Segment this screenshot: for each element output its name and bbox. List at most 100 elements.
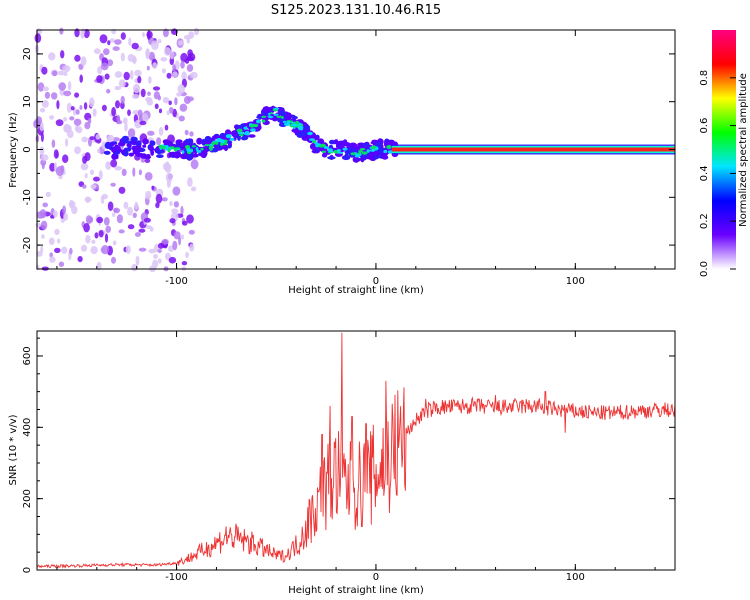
ridge-core: [256, 119, 261, 124]
noise-speck: [127, 224, 135, 230]
noise-speck: [118, 79, 126, 88]
colorbar-tick-label: 0.8: [699, 70, 710, 86]
ridge-blob: [175, 139, 183, 144]
snr-ytick-label: 400: [22, 418, 33, 437]
snr-ytick-label: 0: [22, 567, 33, 573]
noise-speck: [157, 95, 161, 101]
noise-speck: [85, 234, 91, 244]
noise-speck: [114, 39, 122, 45]
ridge-blob: [142, 144, 147, 148]
snr-xlabel: Height of straight line (km): [288, 585, 424, 596]
ridge-blob: [187, 138, 193, 146]
noise-speck: [90, 246, 98, 255]
noise-speck: [147, 130, 155, 136]
ridge-core: [355, 154, 360, 158]
ridge-blob: [191, 153, 199, 158]
noise-speck: [162, 162, 171, 171]
noise-speck: [181, 71, 187, 81]
noise-speck: [110, 159, 118, 168]
ridge-blob: [142, 138, 148, 145]
noise-speck: [98, 230, 104, 238]
ridge-core: [369, 149, 376, 152]
noise-speck: [39, 209, 47, 219]
ridge-blob: [354, 159, 359, 163]
noise-speck: [74, 146, 81, 155]
ridge-core: [295, 121, 299, 125]
ridge-blob: [314, 135, 319, 141]
noise-speck: [36, 251, 43, 257]
noise-speck: [166, 72, 172, 79]
ridge-blob: [173, 151, 181, 159]
noise-speck: [110, 182, 116, 187]
noise-speck: [83, 102, 88, 110]
noise-speck: [146, 65, 150, 71]
noise-speck: [92, 108, 97, 117]
noise-speck: [174, 97, 178, 106]
noise-speck: [129, 69, 134, 80]
noise-speck: [105, 161, 112, 170]
ridge-blob: [134, 145, 141, 150]
snr-ytick-label: 200: [22, 489, 33, 508]
noise-speck: [35, 222, 42, 228]
noise-speck: [34, 33, 42, 43]
noise-speck: [148, 51, 155, 61]
noise-speck: [172, 71, 178, 78]
noise-speck: [149, 226, 154, 232]
noise-speck: [134, 69, 142, 77]
colorbar-gradient: [712, 30, 736, 269]
ridge-core: [253, 123, 259, 128]
noise-speck: [101, 245, 109, 255]
noise-speck: [138, 169, 142, 176]
ridge-core: [383, 149, 388, 154]
noise-speck: [98, 170, 103, 180]
ridge-blob: [204, 135, 212, 142]
noise-speck: [74, 28, 80, 38]
noise-speck: [84, 173, 88, 179]
noise-speck: [84, 196, 92, 203]
ridge-blob: [304, 124, 311, 131]
noise-speck: [93, 48, 101, 55]
noise-speck: [106, 88, 111, 94]
colorbar-ticks: 0.0 0.2 0.4 0.6 0.8: [699, 70, 736, 277]
ridge-blob: [262, 106, 271, 114]
noise-speck: [83, 28, 90, 39]
noise-speck: [169, 51, 175, 60]
ridge-core: [270, 112, 273, 115]
ridge-core: [281, 116, 284, 119]
noise-speck: [54, 247, 61, 254]
ridge-core: [195, 147, 199, 151]
noise-speck: [140, 88, 146, 98]
noise-speck: [155, 202, 160, 209]
noise-speck: [97, 148, 101, 153]
noise-speck: [145, 96, 153, 103]
noise-speck: [169, 218, 176, 224]
spectrogram-xtick-label: -100: [165, 276, 188, 287]
noise-speck: [162, 96, 170, 104]
noise-speck: [127, 128, 136, 138]
ridge-blob: [360, 156, 365, 163]
noise-speck: [109, 38, 115, 43]
noise-speck: [41, 99, 49, 108]
noise-speck: [151, 185, 155, 190]
noise-speck: [186, 214, 194, 224]
noise-speck: [155, 193, 163, 204]
ridge-blob: [150, 149, 155, 156]
ridge-core: [214, 141, 219, 145]
noise-speck: [40, 220, 48, 230]
noise-speck: [87, 117, 92, 124]
noise-speck: [135, 255, 140, 266]
noise-speck: [104, 73, 110, 80]
noise-speck: [188, 229, 195, 235]
noise-speck: [118, 229, 125, 234]
noise-speck: [103, 48, 110, 56]
ridge-core: [220, 139, 225, 144]
noise-speck: [42, 202, 48, 208]
spectrogram-xtick-label: 0: [373, 276, 379, 287]
ridge-blob: [375, 152, 380, 156]
noise-speck: [160, 57, 168, 62]
ridge-blob: [111, 147, 118, 153]
noise-speck: [134, 232, 141, 237]
noise-speck: [39, 146, 45, 156]
colorbar-tick-label: 0.0: [699, 261, 710, 277]
